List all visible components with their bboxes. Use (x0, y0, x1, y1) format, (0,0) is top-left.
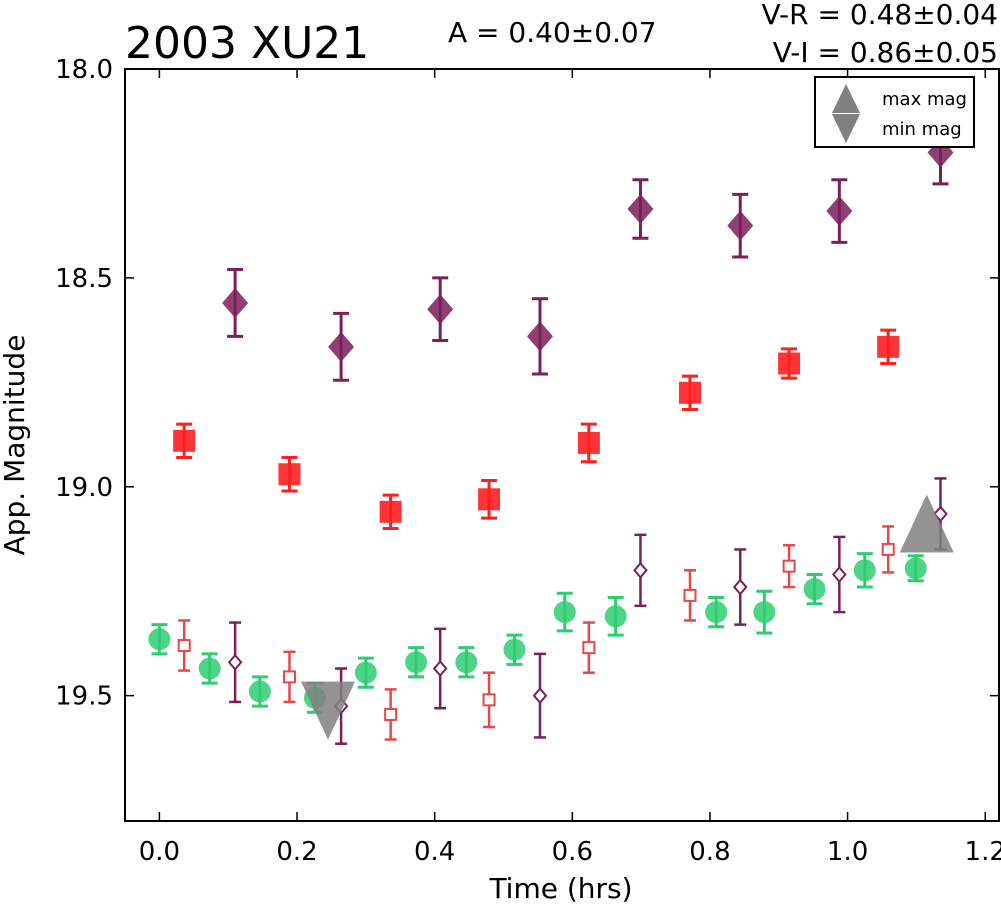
legend-max-mag-label: max mag (882, 89, 967, 110)
purple-filled-diamond-point (627, 193, 654, 224)
purple-filled-diamond-point (328, 331, 355, 362)
red-filled-square-point (478, 488, 501, 511)
purple-open-diamond-point (432, 659, 448, 678)
red-open-square-point (177, 639, 191, 653)
x-tick-label: 0.2 (276, 837, 317, 867)
x-tick-label: 0.8 (689, 837, 730, 867)
purple-open-diamond-point (227, 653, 243, 671)
y-axis-ticks: 18.0 18.5 19.0 19.5 (55, 55, 999, 712)
purple-open-diamond-point (933, 505, 948, 523)
purple-filled-diamond-point (222, 287, 249, 318)
v-r-annotation: V-R = 0.48±0.04 (762, 0, 998, 31)
green-circle-point (148, 628, 171, 651)
red-filled-square-point (577, 431, 600, 454)
purple-filled-diamond-point (727, 210, 754, 241)
max-mag-marker (899, 494, 954, 553)
legend-min-mag-label: min mag (882, 119, 962, 140)
purple-open-diamond-point (832, 565, 847, 584)
y-tick-label: 18.5 (55, 264, 113, 294)
red-filled-square-point (278, 463, 301, 486)
y-tick-label: 19.0 (55, 473, 113, 503)
red-filled-square-point (379, 500, 402, 523)
legend-min-mag-marker (832, 114, 860, 143)
x-tick-label: 0.0 (139, 837, 180, 867)
red-open-square-point (782, 559, 796, 573)
green-circle-point (198, 657, 221, 680)
purple-open-diamond-point (633, 561, 648, 579)
red-filled-square-point (877, 335, 900, 358)
purple-filled-diamond-point (427, 294, 454, 325)
green-circle-point (503, 638, 526, 661)
v-i-annotation: V-I = 0.86±0.05 (773, 36, 998, 69)
red-open-square-point (482, 693, 496, 707)
plot-marks (148, 119, 954, 745)
plot-frame (124, 68, 1000, 822)
red-open-square-point (282, 670, 296, 684)
green-circle-point (803, 578, 826, 601)
red-filled-square-point (173, 429, 196, 452)
green-circle-point (405, 651, 428, 674)
legend: max mag min mag (814, 76, 975, 148)
x-axis-ticks: 0.0 0.2 0.4 0.6 0.8 1.0 1.2 (139, 69, 1001, 867)
chart-title: 2003 XU21 (125, 18, 369, 69)
green-circle-point (248, 680, 271, 703)
green-circle-point (904, 557, 927, 580)
green-circle-point (455, 651, 478, 674)
min-mag-marker (301, 681, 356, 740)
legend-max-mag-marker (832, 84, 860, 113)
red-open-square-point (683, 588, 697, 602)
y-axis-label: App. Magnitude (0, 335, 31, 556)
green-circle-point (553, 601, 576, 624)
purple-open-diamond-point (532, 687, 548, 705)
green-circle-point (753, 601, 776, 624)
x-tick-label: 1.2 (965, 837, 1001, 867)
red-filled-square-point (778, 352, 801, 375)
y-tick-label: 19.5 (55, 682, 113, 712)
x-tick-label: 0.6 (552, 837, 593, 867)
red-filled-square-point (679, 381, 702, 404)
green-circle-point (354, 661, 377, 684)
x-axis-label: Time (hrs) (488, 872, 632, 904)
x-tick-label: 0.4 (414, 837, 455, 867)
green-circle-point (853, 559, 876, 582)
red-open-square-point (384, 707, 398, 721)
red-open-square-point (881, 542, 895, 556)
green-circle-point (705, 601, 728, 624)
y-tick-label: 18.0 (55, 55, 113, 85)
purple-filled-diamond-point (826, 196, 853, 227)
purple-open-diamond-point (732, 578, 748, 596)
green-circle-point (604, 605, 627, 628)
x-tick-label: 1.0 (827, 837, 868, 867)
amplitude-annotation: A = 0.40±0.07 (448, 16, 657, 49)
red-open-square-point (582, 641, 596, 655)
purple-filled-diamond-point (526, 321, 553, 352)
